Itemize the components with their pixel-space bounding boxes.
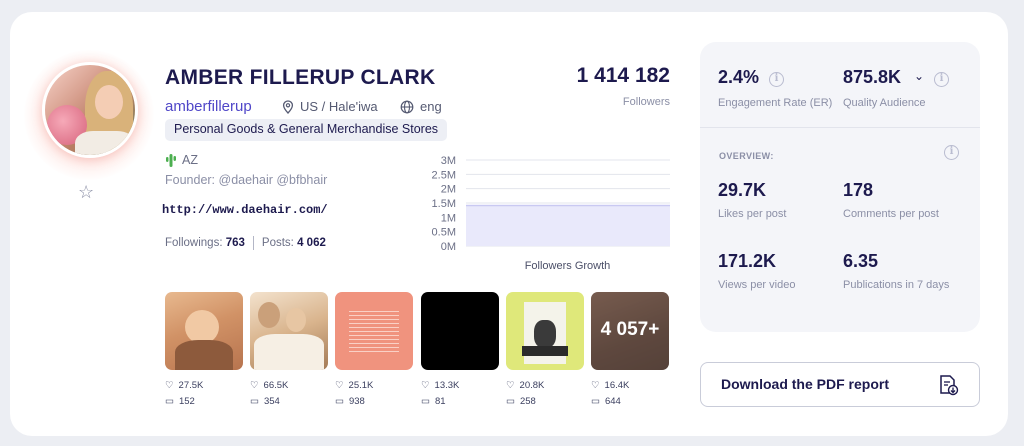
- views-per-video-label: Views per video: [718, 279, 796, 291]
- comment-icon: ▭: [335, 396, 344, 407]
- y-tick-label: 1M: [441, 212, 456, 224]
- y-tick-label: 3M: [441, 155, 456, 167]
- comments-per-post-value: 178: [843, 180, 874, 200]
- post-thumbnail-1[interactable]: [165, 292, 243, 370]
- overview-heading: OVERVIEW:: [719, 151, 774, 161]
- profile-handle[interactable]: amberfillerup: [165, 98, 252, 115]
- post-likes: 27.5K: [178, 380, 204, 391]
- avatar[interactable]: [42, 62, 138, 158]
- post-comments: 938: [348, 396, 365, 407]
- heart-icon: ♡: [421, 380, 430, 391]
- post-stats-6: ♡ 16.4K ▭ 644: [591, 378, 629, 410]
- website-link[interactable]: http://www.daehair.com/: [162, 203, 328, 217]
- publications-value: 6.35: [843, 251, 879, 271]
- y-tick-label: 2.5M: [432, 169, 456, 181]
- heart-icon: ♡: [506, 380, 515, 391]
- chart-title: Followers Growth: [524, 260, 611, 272]
- language: eng: [400, 99, 442, 114]
- panel-divider: [700, 127, 980, 128]
- quality-audience-info-icon[interactable]: i: [934, 72, 949, 87]
- post-likes: 66.5K: [263, 380, 289, 391]
- post-stats-5: ♡ 20.8K ▭ 258: [506, 378, 544, 410]
- globe-icon: [400, 100, 414, 113]
- location-label: US / Hale'iwa: [300, 99, 378, 114]
- followers-count: 1 414 182: [576, 64, 670, 87]
- category-badge: Personal Goods & General Merchandise Sto…: [165, 119, 448, 141]
- post-thumbnail-3[interactable]: [335, 292, 413, 370]
- followings-label: Followings:: [165, 237, 223, 249]
- post-likes: 13.3K: [434, 380, 460, 391]
- bio-founder: Founder: @daehair @bfbhair: [165, 173, 328, 187]
- heart-icon: ♡: [250, 380, 259, 391]
- post-comments: 152: [178, 396, 195, 407]
- followers-growth-chart: 3M 2.5M 2M 1.5M 1M 0.5M 0M: [432, 155, 670, 253]
- post-comments: 258: [519, 396, 536, 407]
- posts-label: Posts:: [261, 237, 294, 249]
- post-stats-4: ♡ 13.3K ▭ 81: [421, 378, 459, 410]
- location-pin-icon: [282, 99, 294, 114]
- likes-per-post-label: Likes per post: [718, 208, 787, 220]
- post-comments: 81: [434, 396, 446, 407]
- language-label: eng: [420, 99, 442, 114]
- profile-counts: Followings: 763 Posts: 4 062: [165, 236, 326, 250]
- post-thumbnail-4[interactable]: [421, 292, 499, 370]
- comment-icon: ▭: [591, 396, 600, 407]
- post-likes: 25.1K: [348, 380, 374, 391]
- pdf-report-icon: [940, 375, 959, 396]
- post-likes: 16.4K: [604, 380, 630, 391]
- post-stats-2: ♡ 66.5K ▭ 354: [250, 378, 288, 410]
- download-pdf-button[interactable]: Download the PDF report: [700, 362, 980, 407]
- more-posts-overlay: 4 057+: [600, 319, 660, 340]
- er-label: Engagement Rate (ER): [718, 97, 833, 109]
- heart-icon: ♡: [165, 380, 174, 391]
- chevron-down-icon[interactable]: ⌄: [914, 69, 925, 83]
- comment-icon: ▭: [506, 396, 515, 407]
- comment-icon: ▭: [250, 396, 259, 407]
- followers-area: [466, 205, 670, 246]
- er-value: 2.4%: [718, 67, 760, 87]
- y-tick-label: 0.5M: [432, 227, 456, 239]
- location: US / Hale'iwa: [282, 99, 378, 114]
- y-tick-label: 1.5M: [432, 198, 456, 210]
- comments-per-post-label: Comments per post: [843, 208, 939, 220]
- divider: [252, 236, 254, 250]
- post-thumbnail-6[interactable]: 4 057+: [591, 292, 669, 370]
- overview-info-icon[interactable]: i: [944, 145, 959, 160]
- er-info-icon[interactable]: i: [769, 72, 784, 87]
- download-pdf-label: Download the PDF report: [721, 376, 889, 392]
- followers-label: Followers: [622, 96, 670, 108]
- comment-icon: ▭: [165, 396, 174, 407]
- quality-audience-value: 875.8K: [843, 67, 902, 87]
- bio-flag-line: AZ: [165, 153, 198, 167]
- profile-name: AMBER FILLERUP CLARK: [165, 66, 436, 89]
- posts-count: 4 062: [297, 237, 326, 249]
- followings-count: 763: [225, 237, 245, 249]
- post-thumbnail-5[interactable]: [506, 292, 584, 370]
- flag-label: AZ: [182, 153, 198, 167]
- post-comments: 644: [604, 396, 621, 407]
- heart-icon: ♡: [591, 380, 600, 391]
- post-stats-1: ♡ 27.5K ▭ 152: [165, 378, 203, 410]
- cactus-icon: [166, 154, 176, 167]
- post-stats-3: ♡ 25.1K ▭ 938: [335, 378, 373, 410]
- views-per-video-value: 171.2K: [718, 251, 777, 271]
- metrics-panel: [700, 42, 980, 332]
- quality-audience-label: Quality Audience: [843, 97, 926, 109]
- y-tick-label: 0M: [441, 241, 456, 253]
- favorite-star-icon[interactable]: ☆: [78, 182, 95, 202]
- likes-per-post-value: 29.7K: [718, 180, 767, 200]
- post-thumbnail-2[interactable]: [250, 292, 328, 370]
- post-likes: 20.8K: [519, 380, 545, 391]
- heart-icon: ♡: [335, 380, 344, 391]
- y-tick-label: 2M: [441, 184, 456, 196]
- comment-icon: ▭: [421, 396, 430, 407]
- post-comments: 354: [263, 396, 280, 407]
- publications-label: Publications in 7 days: [843, 279, 950, 291]
